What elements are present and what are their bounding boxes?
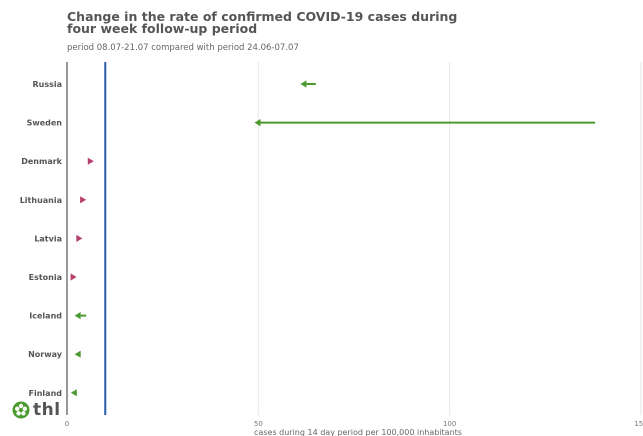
thl-logo: thl — [12, 400, 61, 420]
x-tick-label: 100 — [443, 420, 456, 428]
arrow-head — [74, 312, 81, 320]
category-label: Iceland — [29, 312, 62, 321]
arrow-head — [300, 80, 307, 88]
category-label: Lithuania — [20, 196, 62, 205]
category-label: Sweden — [27, 119, 63, 128]
chart-title: Change in the rate of confirmed COVID-19… — [67, 9, 458, 36]
chart-subtitle: period 08.07-21.07 compared with period … — [67, 43, 299, 53]
arrow-head — [76, 234, 83, 242]
arrow-head — [74, 350, 81, 358]
logo-text: thl — [33, 400, 61, 420]
x-tick-label: 150 — [634, 420, 643, 428]
category-label: Finland — [29, 389, 63, 398]
arrow-head — [80, 196, 87, 204]
category-label: Latvia — [34, 234, 62, 243]
category-label: Russia — [32, 80, 62, 89]
arrow-head — [70, 389, 77, 397]
arrow-head — [70, 273, 77, 281]
arrow-head — [87, 157, 94, 165]
flower-icon — [12, 401, 30, 419]
arrow-head — [254, 119, 261, 127]
x-tick-label: 0 — [65, 420, 69, 428]
category-label: Estonia — [29, 273, 62, 282]
x-axis-label: cases during 14 day period per 100,000 i… — [254, 428, 462, 436]
category-label: Denmark — [21, 157, 62, 166]
x-tick-label: 50 — [254, 420, 263, 428]
category-label: Norway — [28, 350, 63, 359]
